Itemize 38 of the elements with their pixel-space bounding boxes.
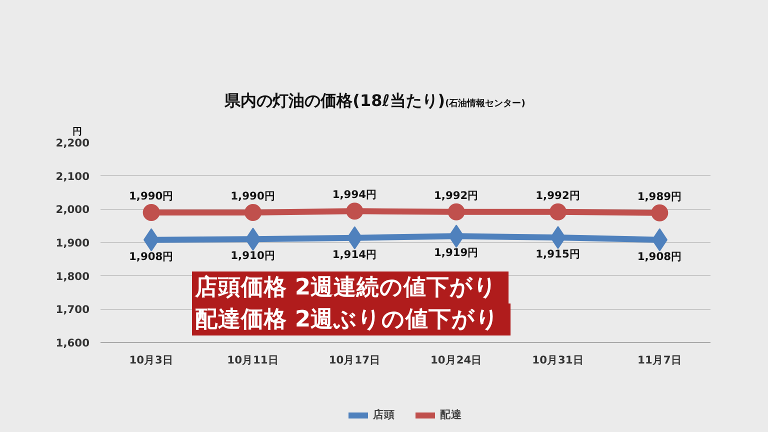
data-label: 1,994円 — [332, 188, 378, 202]
y-tick-label: 2,000 — [56, 203, 90, 216]
point — [244, 204, 262, 221]
chart-title: 県内の灯油の価格(18ℓ当たり) — [224, 91, 446, 110]
data-label: 1,908円 — [128, 250, 174, 263]
data-label: 1,992円 — [536, 188, 580, 202]
x-tick-label: 10月17日 — [328, 354, 381, 366]
data-label: 1,992円 — [434, 188, 479, 202]
x-tick-label: 10月31日 — [532, 354, 584, 366]
point — [346, 202, 364, 220]
x-tick-label: 10月3日 — [129, 354, 174, 366]
data-label: 1,919円 — [434, 246, 479, 260]
data-label: 1,990円 — [128, 190, 174, 202]
legend-label: 店頭 — [373, 408, 395, 422]
y-tick-label: 1,800 — [56, 270, 90, 283]
data-label: 1,908円 — [637, 250, 682, 263]
x-tick-label: 11月7日 — [638, 354, 682, 366]
annotation: 店頭価格 2週連続の値下がり — [194, 274, 498, 300]
y-tick-label: 2,100 — [56, 170, 90, 183]
annotation: 配達価格 2週ぶりの値下がり — [195, 306, 500, 332]
y-tick-label: 2,200 — [56, 136, 90, 150]
point — [448, 203, 465, 220]
data-label: 1,915円 — [536, 248, 580, 260]
y-tick-label: 1,700 — [56, 303, 90, 316]
y-tick-label: 1,900 — [56, 236, 90, 250]
point — [142, 204, 160, 221]
x-tick-label: 10月11日 — [227, 354, 279, 366]
data-label: 1,910円 — [230, 249, 276, 262]
x-tick-label: 10月24日 — [430, 354, 482, 366]
legend-label: 配達 — [440, 408, 462, 422]
y-tick-label: 1,600 — [56, 336, 90, 350]
text: (石油情報センター) — [445, 99, 526, 109]
point — [651, 204, 668, 222]
data-label: 1,914円 — [332, 248, 378, 261]
data-label: 1,990円 — [230, 190, 276, 202]
y-axis-title: 円 — [72, 126, 82, 138]
data-label: 1,989円 — [637, 190, 682, 203]
point — [550, 203, 566, 220]
